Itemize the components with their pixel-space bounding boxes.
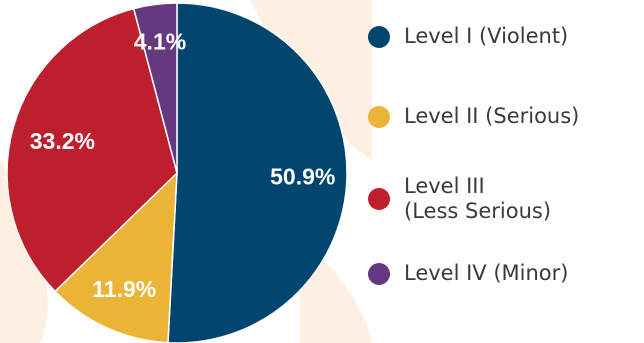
legend-label-level-4: Level IV (Minor): [404, 261, 569, 285]
legend-label-level-1: Level I (Violent): [404, 24, 569, 48]
legend-item-level-2: Level II (Serious): [368, 104, 579, 129]
legend-label-level-2: Level II (Serious): [404, 104, 580, 128]
legend-swatch-level-1: [368, 25, 390, 48]
pie-slice-level-4: [132, 2, 178, 174]
legend-swatch-level-2: [368, 105, 390, 128]
legend-label-level-3: Level III (Less Serious): [404, 174, 552, 223]
pie-slice-level-1: [167, 2, 348, 343]
pie-slice-level-2: [53, 171, 178, 343]
slice-label-level-1: 50.9%: [270, 163, 335, 189]
legend-item-level-3: Level III (Less Serious): [368, 174, 551, 224]
legend-item-level-1: Level I (Violent): [368, 24, 568, 49]
pie-slice-level-3: [6, 7, 178, 293]
slice-label-level-3: 33.2%: [30, 128, 95, 154]
slice-label-level-2: 11.9%: [92, 276, 156, 302]
legend-swatch-level-4: [368, 262, 390, 285]
legend-swatch-level-3: [368, 188, 390, 210]
slice-label-level-4: 4.1%: [134, 28, 186, 54]
legend: Level I (Violent) Level II (Serious) Lev…: [368, 0, 644, 343]
legend-item-level-4: Level IV (Minor): [368, 261, 568, 286]
